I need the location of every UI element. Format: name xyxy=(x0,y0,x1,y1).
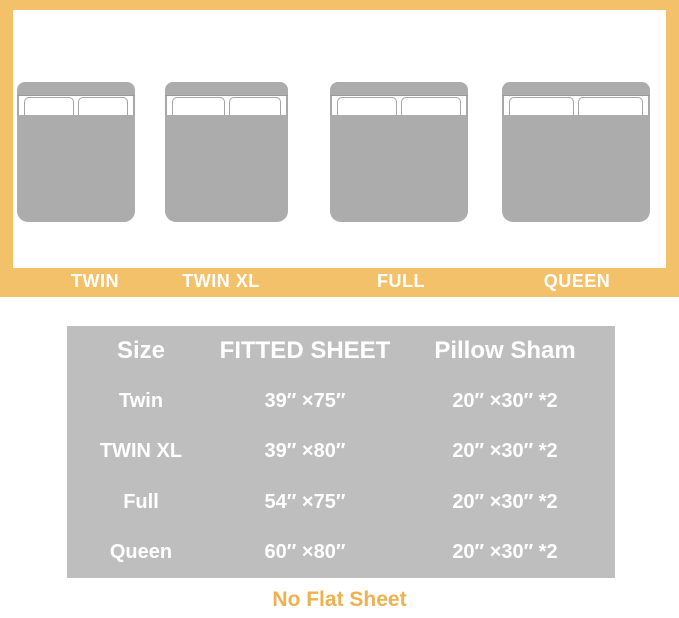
size-chart-table: Size FITTED SHEET Pillow Sham Twin 39″ ×… xyxy=(67,326,615,578)
fitted-sheet-icon xyxy=(330,115,468,222)
row-queen-fitted-sheet: 60″ ×80″ xyxy=(264,541,346,564)
headboard-icon xyxy=(165,82,288,96)
fitted-sheet-icon xyxy=(17,115,135,222)
row-full-fitted-sheet: 54″ ×75″ xyxy=(264,490,346,513)
column-header-pillow-sham: Pillow Sham xyxy=(434,337,576,365)
row-full-size: Full xyxy=(123,490,159,513)
bed-illustration-full xyxy=(330,82,468,222)
row-twin-xl-pillow-sham: 20″ ×30″ *2 xyxy=(452,440,558,463)
bed-size-label-twin-xl: TWIN XL xyxy=(182,271,260,291)
row-queen-size: Queen xyxy=(109,541,173,564)
row-twin-xl-size: TWIN XL xyxy=(99,440,183,463)
row-full-pillow-sham: 20″ ×30″ *2 xyxy=(452,490,558,513)
row-queen-pillow-sham: 20″ ×30″ *2 xyxy=(452,541,558,564)
row-twin-fitted-sheet: 39″ ×75″ xyxy=(264,390,346,413)
bed-size-diagram-frame: TWIN TWIN XL FULL QUEEN xyxy=(0,0,679,297)
bed-size-label-twin: TWIN xyxy=(71,271,119,291)
bed-size-label-queen: QUEEN xyxy=(543,271,611,291)
no-flat-sheet-note: No Flat Sheet xyxy=(272,588,407,611)
column-header-size: Size xyxy=(116,337,166,365)
fitted-sheet-icon xyxy=(165,115,288,222)
fitted-sheet-icon xyxy=(502,115,650,222)
row-twin-pillow-sham: 20″ ×30″ *2 xyxy=(452,390,558,413)
bed-illustration-queen xyxy=(502,82,650,222)
headboard-icon xyxy=(17,82,135,96)
bed-illustration-twin xyxy=(17,82,135,222)
headboard-icon xyxy=(330,82,468,96)
bed-illustration-twin-xl xyxy=(165,82,288,222)
column-header-fitted-sheet: FITTED SHEET xyxy=(219,337,391,365)
row-twin-size: Twin xyxy=(118,390,164,413)
headboard-icon xyxy=(502,82,650,96)
bed-size-label-full: FULL xyxy=(377,271,425,291)
row-twin-xl-fitted-sheet: 39″ ×80″ xyxy=(264,440,346,463)
